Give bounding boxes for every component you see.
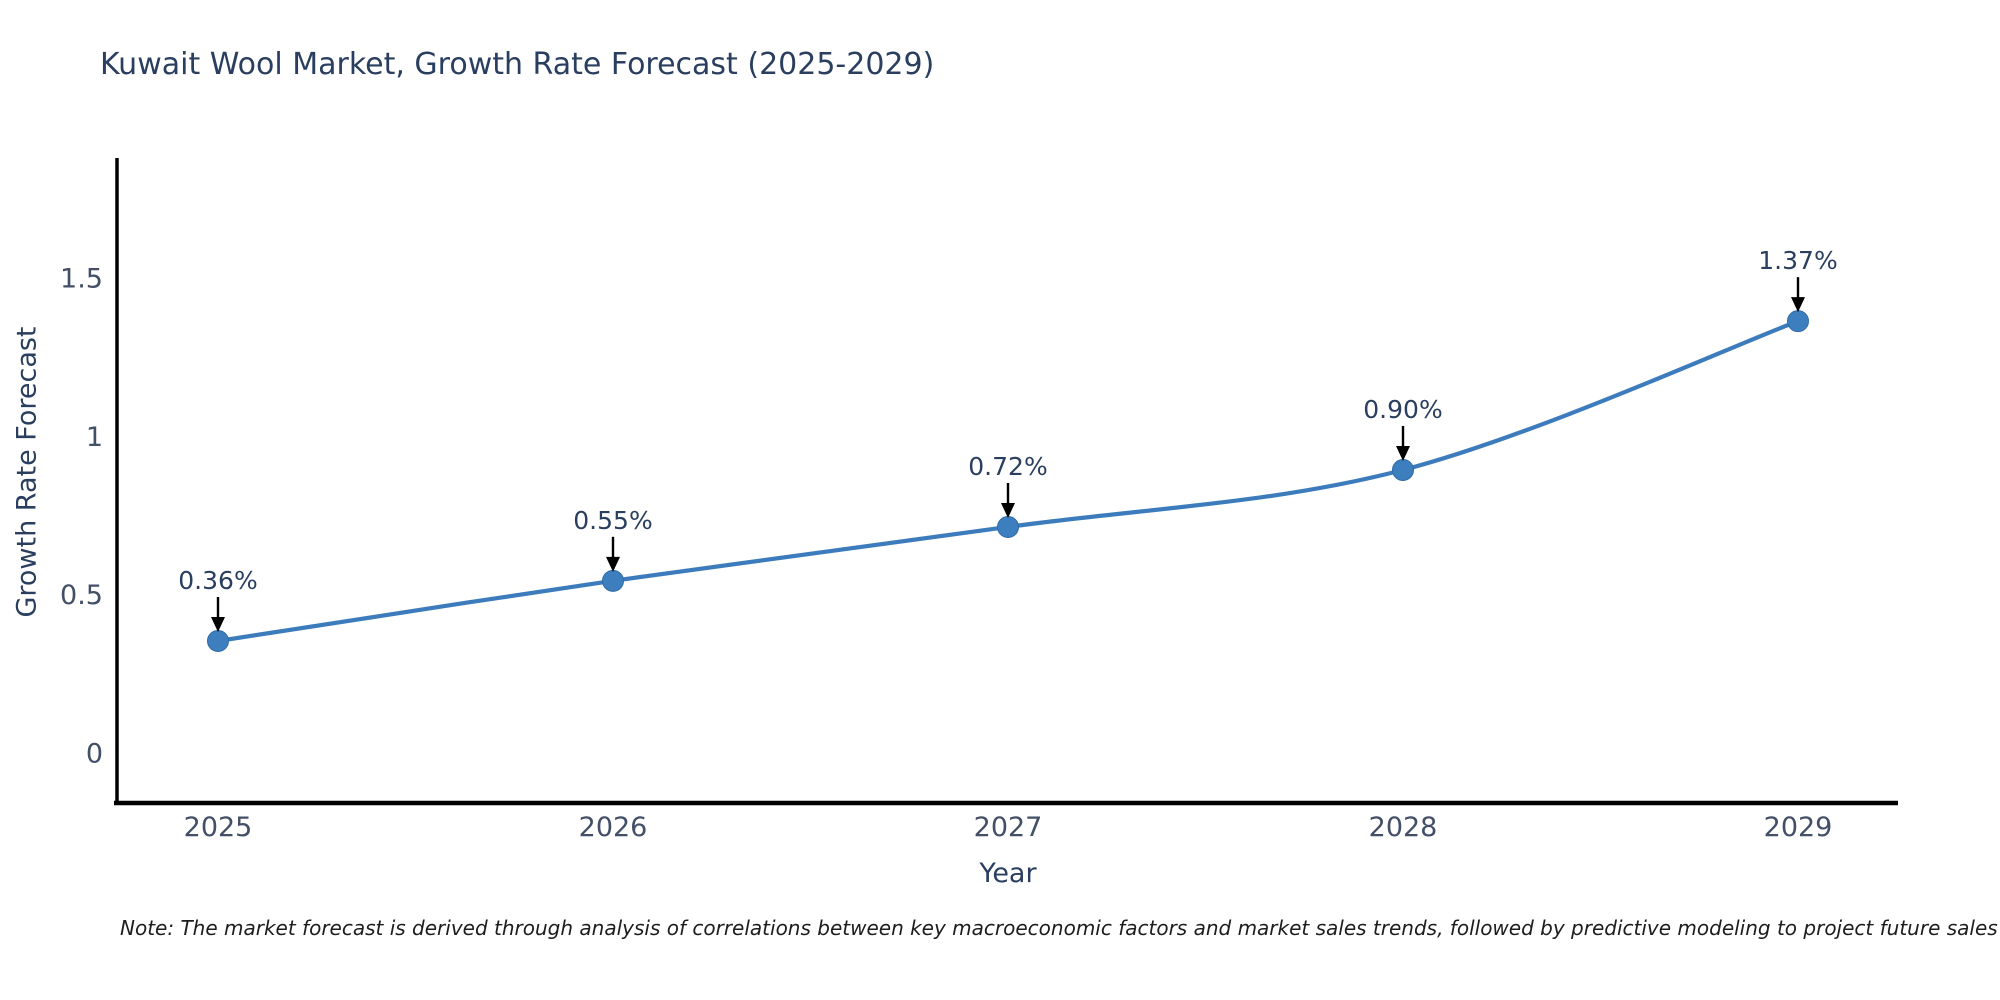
annotation-label: 0.55%	[573, 506, 652, 535]
annotation-arrowhead	[1791, 297, 1805, 313]
x-tick-label: 2028	[1369, 812, 1438, 843]
y-tick-label: 1	[86, 422, 103, 453]
y-axis-title: Growth Rate Forecast	[12, 326, 43, 617]
annotation-arrowhead	[606, 556, 620, 572]
chart-footnote: Note: The market forecast is derived thr…	[120, 916, 1998, 940]
data-point-marker	[1787, 310, 1809, 333]
annotation-arrowhead	[211, 616, 225, 632]
chart-title: Kuwait Wool Market, Growth Rate Forecast…	[100, 47, 935, 82]
series-line	[215, 319, 1801, 644]
x-tick-label: 2029	[1764, 812, 1833, 843]
y-tick-label: 0.5	[60, 580, 103, 611]
data-point-marker	[1392, 458, 1414, 481]
data-point-marker	[207, 629, 229, 652]
data-point-marker	[602, 569, 624, 592]
x-axis-title: Year	[978, 858, 1037, 889]
annotation-label: 1.37%	[1758, 246, 1837, 275]
x-tick-label: 2027	[974, 812, 1043, 843]
x-tick-label: 2026	[579, 812, 648, 843]
annotation-label: 0.90%	[1363, 395, 1442, 424]
annotation-arrowhead	[1396, 445, 1410, 461]
annotation-label: 0.72%	[968, 452, 1047, 481]
data-point-marker	[997, 515, 1019, 538]
y-tick-label: 1.5	[60, 263, 103, 294]
annotation-label: 0.36%	[178, 566, 257, 595]
y-tick-label: 0	[86, 739, 103, 770]
x-tick-label: 2025	[184, 812, 253, 843]
annotation-arrowhead	[1001, 502, 1015, 518]
